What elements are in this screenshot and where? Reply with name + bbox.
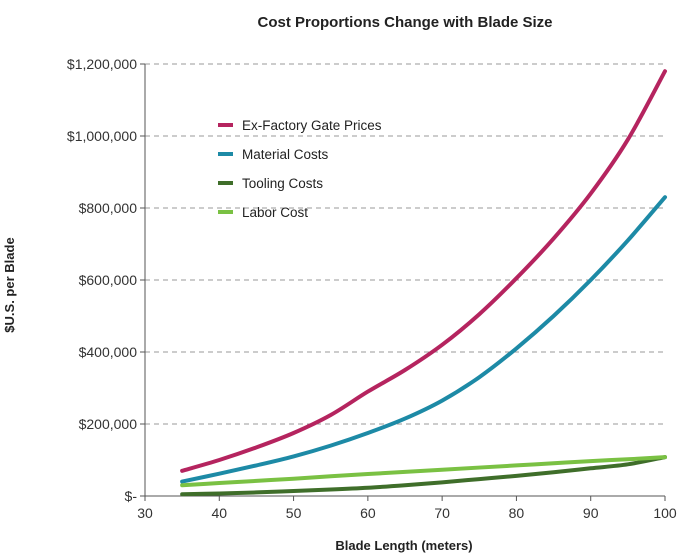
y-axis-label: $U.S. per Blade [2, 237, 17, 332]
legend-label-tooling-costs: Tooling Costs [242, 176, 323, 191]
x-tick-label: 30 [137, 505, 153, 521]
series-line-material-costs [180, 195, 667, 484]
series-line-tooling-costs [180, 455, 667, 497]
series-line-ex-factory-gate-prices [180, 69, 667, 473]
x-tick-label: 40 [211, 505, 227, 521]
y-tick-label: $1,000,000 [67, 128, 137, 144]
x-tick-label: 80 [509, 505, 525, 521]
y-tick-label: $- [125, 488, 138, 504]
x-axis-label: Blade Length (meters) [335, 538, 472, 553]
x-tick-label: 70 [434, 505, 450, 521]
y-tick-label: $600,000 [79, 272, 138, 288]
x-tick-label: 100 [653, 505, 677, 521]
x-tick-label: 50 [286, 505, 302, 521]
chart-title: Cost Proportions Change with Blade Size [257, 14, 552, 31]
axes: $- $200,000 $400,000 $600,000 $800,000 $1,000… [67, 56, 677, 521]
series-line-labor-cost [180, 455, 667, 488]
y-tick-label: $800,000 [79, 200, 138, 216]
legend-label-labor-cost: Labor Cost [242, 205, 308, 220]
y-tick-label: $400,000 [79, 344, 138, 360]
y-tick-label: $200,000 [79, 416, 138, 432]
x-tick-label: 90 [583, 505, 599, 521]
legend-label-ex-factory-gate-prices: Ex-Factory Gate Prices [242, 118, 382, 133]
y-tick-label: $1,200,000 [67, 56, 137, 72]
x-tick-label: 60 [360, 505, 376, 521]
plot-area [180, 69, 667, 497]
legend: Ex-Factory Gate Prices Material Costs Tool… [218, 118, 382, 220]
legend-label-material-costs: Material Costs [242, 147, 329, 162]
